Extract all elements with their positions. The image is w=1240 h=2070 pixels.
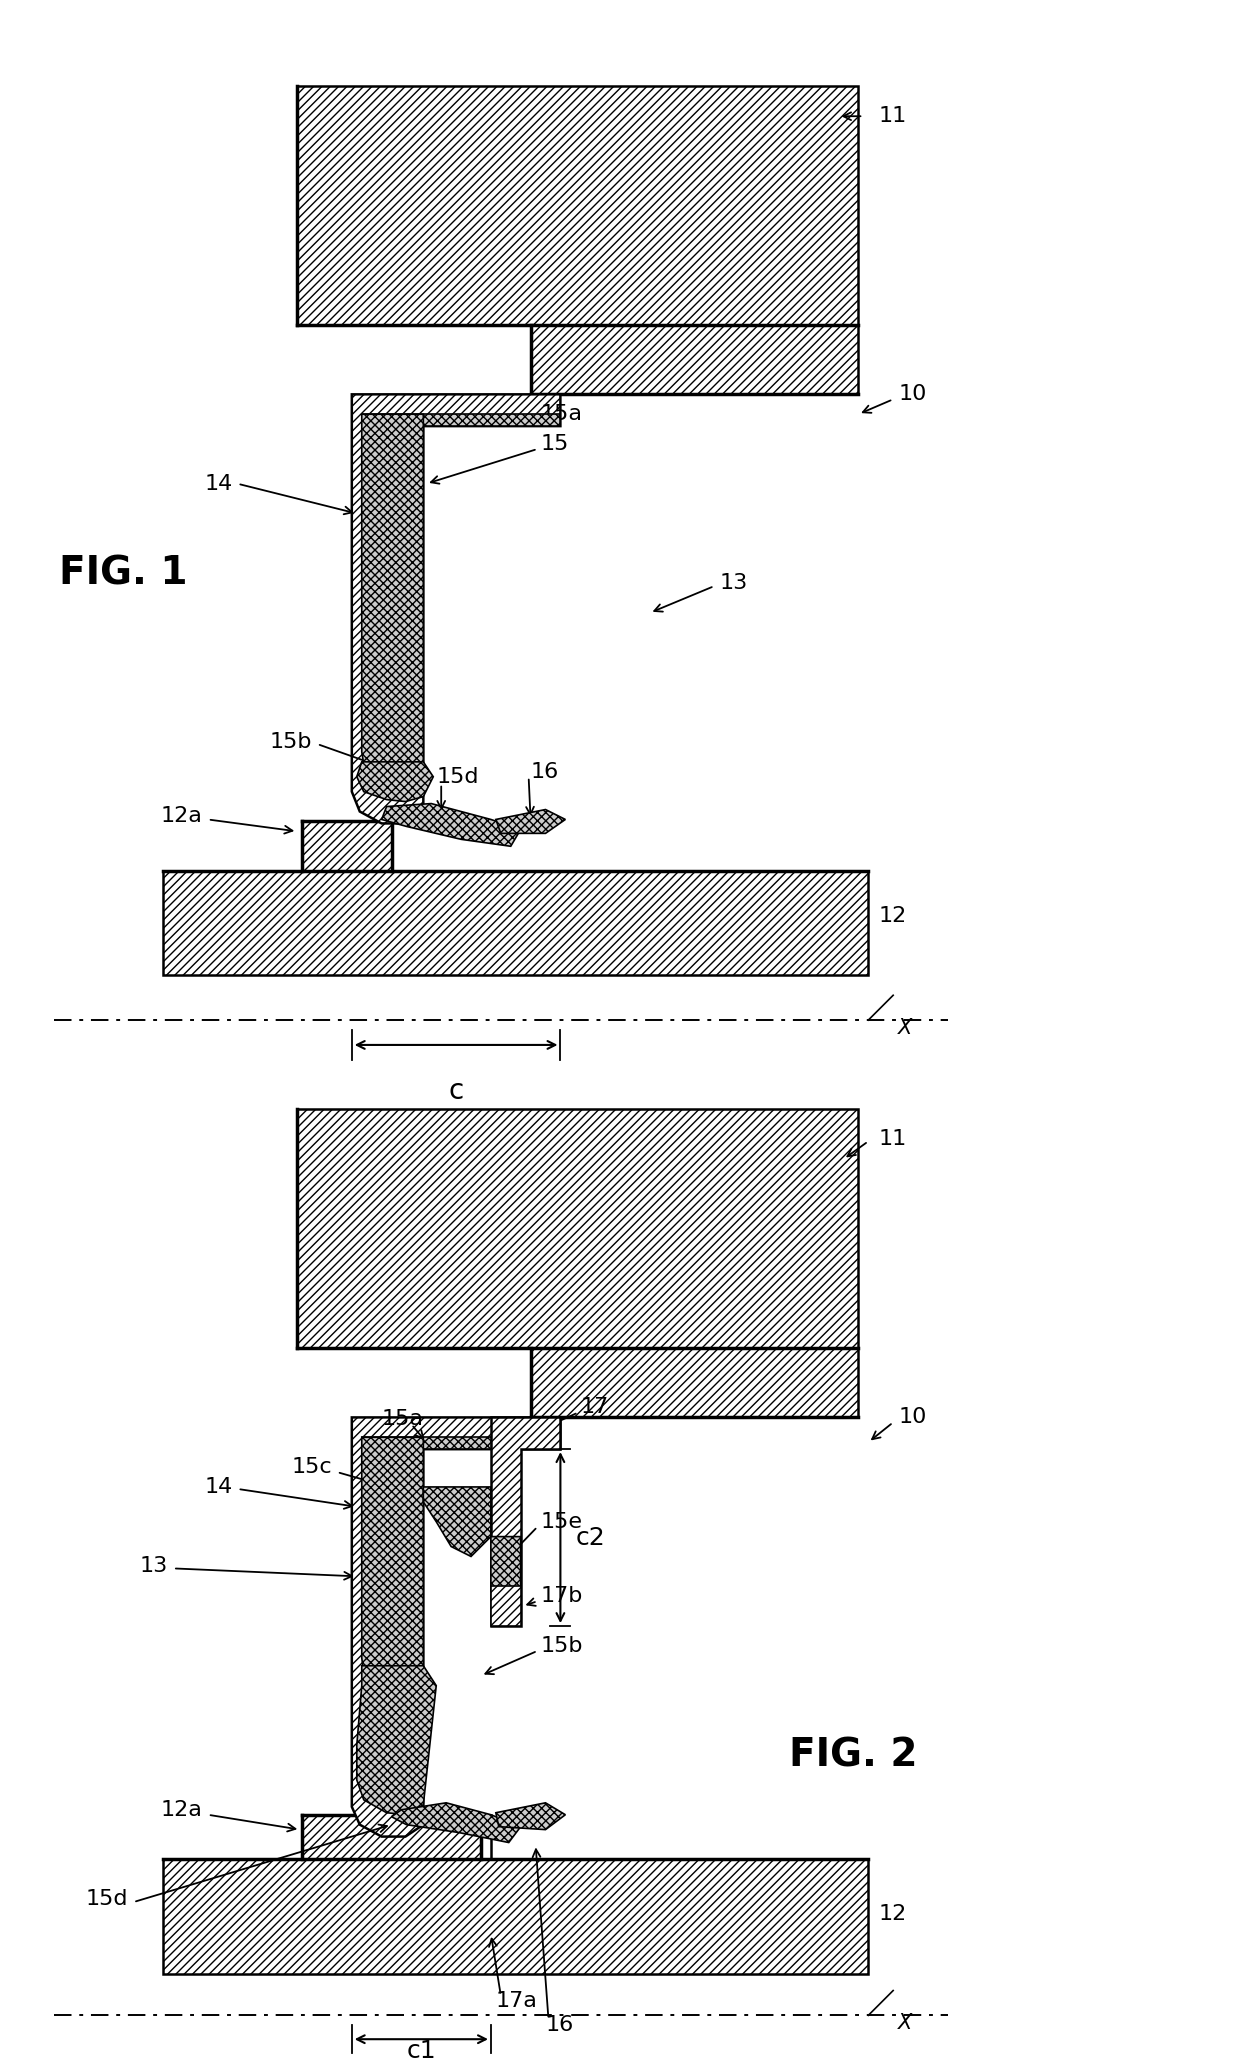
Text: 15c: 15c (291, 1457, 332, 1478)
Polygon shape (362, 1437, 491, 1449)
Text: 17a: 17a (496, 1991, 538, 2012)
Polygon shape (531, 325, 858, 393)
Polygon shape (362, 414, 423, 776)
Text: 12: 12 (878, 907, 906, 925)
Polygon shape (423, 1486, 491, 1557)
Polygon shape (164, 871, 868, 975)
Text: 10: 10 (898, 1408, 926, 1428)
Polygon shape (303, 822, 392, 871)
Text: 16: 16 (531, 762, 559, 782)
Polygon shape (496, 1803, 565, 1830)
Text: FIG. 2: FIG. 2 (789, 1737, 918, 1774)
Text: 17: 17 (580, 1397, 609, 1418)
Polygon shape (491, 1586, 521, 1627)
Text: 14: 14 (205, 474, 233, 495)
Text: X: X (898, 1018, 913, 1037)
Text: 15d: 15d (86, 1890, 128, 1909)
Polygon shape (298, 87, 858, 325)
Text: X: X (898, 2014, 913, 2033)
Text: 12a: 12a (161, 1799, 203, 1820)
Text: 10: 10 (898, 385, 926, 404)
Polygon shape (362, 414, 560, 426)
Text: FIG. 1: FIG. 1 (58, 555, 187, 592)
Polygon shape (352, 1418, 560, 1836)
Polygon shape (531, 1348, 858, 1418)
Text: 15: 15 (541, 435, 569, 453)
Polygon shape (164, 1859, 868, 1973)
Text: 13: 13 (140, 1557, 169, 1577)
Text: c1: c1 (407, 2039, 436, 2064)
Text: 15e: 15e (541, 1511, 583, 1532)
Polygon shape (352, 393, 560, 824)
Text: 15d: 15d (436, 766, 479, 787)
Polygon shape (357, 762, 433, 801)
Polygon shape (392, 1803, 521, 1842)
Text: c2: c2 (575, 1526, 605, 1550)
Text: 14: 14 (205, 1476, 233, 1497)
Polygon shape (491, 1536, 521, 1598)
Text: 15b: 15b (269, 733, 312, 751)
Polygon shape (298, 1110, 858, 1348)
Polygon shape (496, 809, 565, 834)
Text: 11: 11 (878, 106, 906, 126)
Text: 15a: 15a (541, 404, 583, 424)
Text: c: c (449, 1076, 464, 1105)
Polygon shape (357, 1666, 436, 1815)
Polygon shape (491, 1418, 560, 1627)
Text: 12a: 12a (161, 807, 203, 826)
Text: 16: 16 (546, 2016, 574, 2035)
Polygon shape (303, 1815, 481, 1859)
Polygon shape (382, 803, 521, 847)
Text: 12: 12 (878, 1904, 906, 1923)
Text: 17b: 17b (541, 1586, 583, 1606)
Text: 13: 13 (719, 573, 748, 594)
Text: 15b: 15b (541, 1635, 583, 1656)
Text: 11: 11 (878, 1130, 906, 1149)
Polygon shape (362, 1437, 423, 1685)
Text: 15a: 15a (382, 1410, 424, 1430)
